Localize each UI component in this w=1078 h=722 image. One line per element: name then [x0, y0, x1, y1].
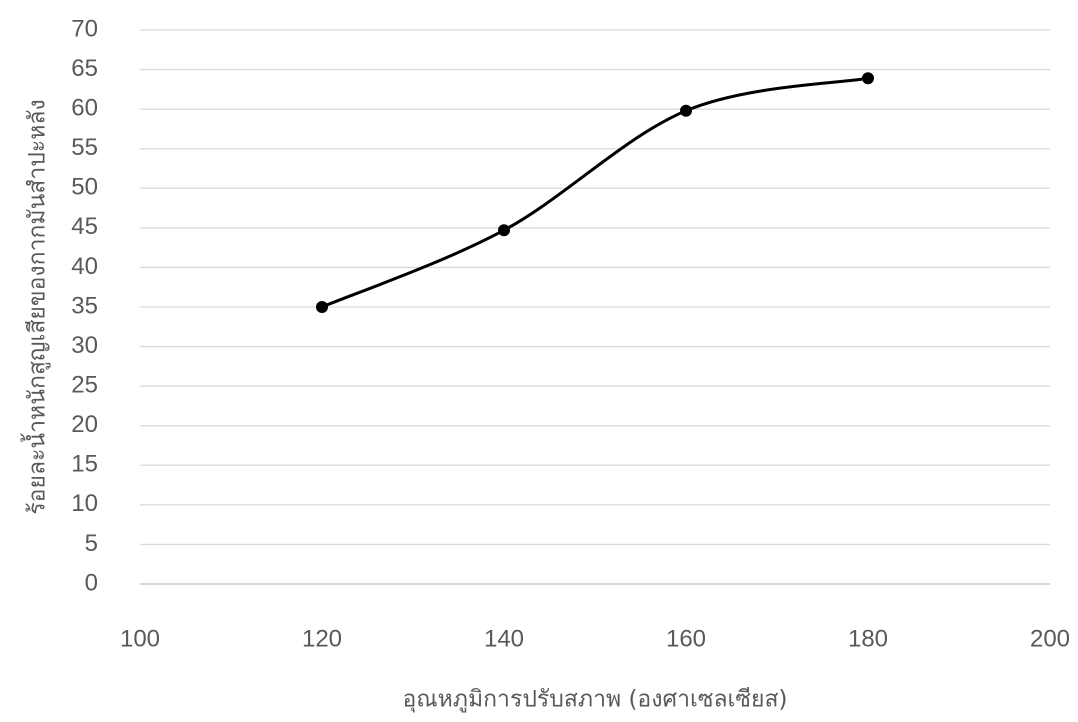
y-tick-label: 15 — [71, 451, 98, 478]
y-tick-label: 35 — [71, 292, 98, 319]
series-line — [321, 76, 869, 309]
y-tick-label: 5 — [85, 530, 98, 557]
y-tick-label: 10 — [71, 490, 98, 517]
y-tick-label: 0 — [85, 569, 98, 596]
x-tick-label: 100 — [120, 625, 160, 652]
y-axis-title: ร้อยละน้ำหนักสูญเสียของกากมันสำปะหลัง — [21, 99, 51, 514]
y-tick-label: 50 — [71, 174, 98, 201]
y-tick-label: 20 — [71, 411, 98, 438]
y-tick-label: 25 — [71, 371, 98, 398]
x-tick-label: 160 — [666, 625, 706, 652]
y-tick-label: 70 — [71, 15, 98, 42]
y-tick-label: 55 — [71, 134, 98, 161]
x-tick-label: 140 — [484, 625, 524, 652]
data-point — [316, 301, 328, 313]
y-tick-label: 30 — [71, 332, 98, 359]
y-tick-label: 45 — [71, 213, 98, 240]
data-point — [498, 224, 510, 237]
y-tick-label: 65 — [71, 55, 98, 82]
data-point — [862, 72, 874, 85]
y-tick-label: 60 — [71, 94, 98, 121]
x-tick-label: 180 — [848, 625, 888, 652]
y-tick-label: 40 — [71, 253, 98, 280]
x-tick-label: 120 — [302, 625, 342, 652]
x-tick-label: 200 — [1030, 625, 1070, 652]
x-axis-title: อุณหภูมิการปรับสภาพ (องศาเซลเซียส) — [402, 687, 787, 713]
data-point — [680, 104, 692, 117]
